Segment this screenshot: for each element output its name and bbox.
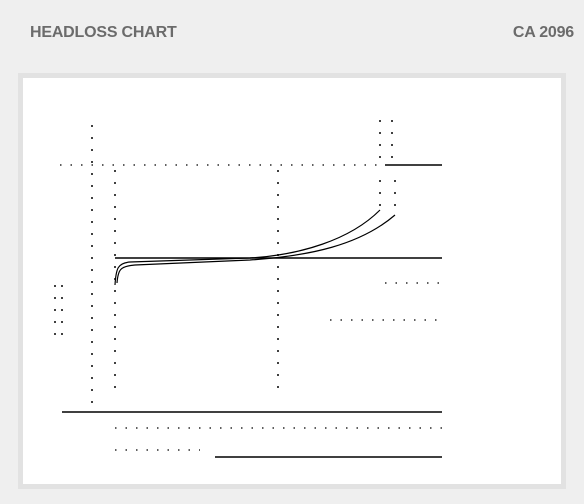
header-code: CA 2096 xyxy=(512,24,574,41)
header-title: HEADLOSS CHART xyxy=(30,24,177,41)
curve xyxy=(114,209,381,286)
curve xyxy=(116,214,396,284)
headloss-curves xyxy=(114,209,396,286)
chart-panel xyxy=(18,73,566,489)
axis-lines xyxy=(62,164,442,458)
grid-dots xyxy=(54,120,442,451)
